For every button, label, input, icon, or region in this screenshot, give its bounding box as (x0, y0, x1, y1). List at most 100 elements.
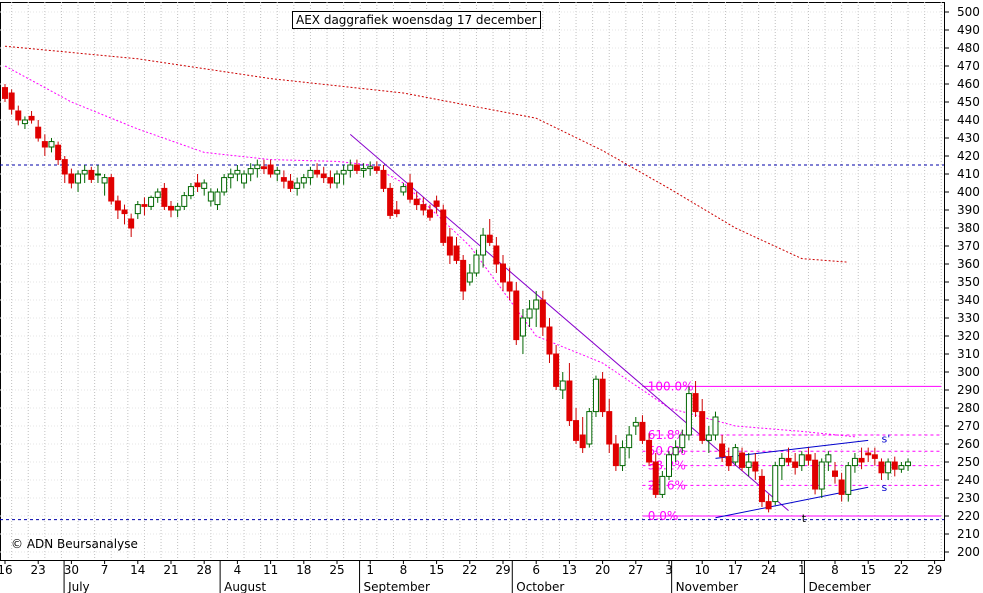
x-tick-label: 20 (595, 563, 610, 577)
candle (8, 89, 15, 115)
candle-body (739, 452, 746, 468)
candle (426, 204, 433, 221)
candle (187, 183, 194, 200)
candle-body (553, 353, 560, 387)
candle-body (891, 461, 898, 470)
x-tick-label: 8 (400, 563, 408, 577)
candle (672, 440, 679, 462)
candle-body (812, 459, 819, 490)
candle (154, 188, 161, 203)
x-tick-label: 27 (628, 563, 643, 577)
candle (825, 451, 832, 471)
candle (871, 447, 878, 466)
candle (2, 84, 8, 102)
candle-body (187, 186, 194, 197)
candle (327, 170, 334, 189)
candle-body (134, 204, 141, 215)
candle (466, 264, 473, 286)
candle-body (433, 200, 440, 207)
candle (15, 105, 22, 126)
candle (533, 291, 540, 327)
candle (181, 192, 188, 210)
candle (460, 255, 467, 300)
candle (287, 174, 294, 192)
candle (685, 386, 692, 441)
trendline (349, 134, 789, 511)
candle-body (28, 115, 35, 121)
candle-body (905, 461, 912, 467)
candle-body (845, 465, 852, 495)
candle (579, 417, 586, 453)
candle-body (466, 272, 473, 283)
y-tick-label: 320 (957, 329, 980, 343)
candle-body (254, 164, 261, 170)
candle-body (148, 196, 155, 207)
candle (81, 165, 88, 183)
y-tick-label: 300 (957, 365, 980, 379)
candle (712, 411, 719, 441)
candle-body (194, 182, 201, 188)
candle (500, 255, 506, 291)
y-tick-label: 240 (957, 473, 980, 487)
candle (88, 166, 95, 183)
x-tick-label: 21 (163, 563, 178, 577)
candle (194, 174, 201, 192)
candle-body (48, 141, 55, 148)
candle-body (612, 443, 619, 467)
moving-average-line (4, 45, 849, 263)
x-tick-label: 15 (429, 563, 444, 577)
y-tick-label: 380 (957, 221, 980, 235)
candle (885, 458, 892, 480)
moving-average-line (4, 65, 855, 438)
candle-body (825, 454, 832, 463)
candle (400, 183, 407, 196)
candle-body (260, 166, 267, 170)
candle-body (719, 443, 726, 458)
candle-body (473, 254, 480, 274)
candle-body (287, 180, 294, 189)
candle-body (241, 173, 248, 184)
candle (898, 462, 905, 473)
candle (798, 451, 805, 471)
candle (812, 453, 819, 495)
trendline-marker: s' (881, 433, 890, 446)
candle-body (659, 475, 666, 495)
candle-body (426, 209, 433, 218)
y-tick-label: 220 (957, 509, 980, 523)
candle (679, 429, 686, 453)
candle-body (586, 411, 593, 445)
candle (453, 237, 460, 264)
candle-body (141, 204, 148, 207)
candle (134, 201, 141, 219)
candle-body (798, 454, 805, 467)
candle (347, 159, 354, 178)
y-tick-label: 270 (957, 419, 980, 433)
candle-body (559, 380, 566, 391)
candle-body (785, 457, 792, 463)
trendline-marker: s (881, 481, 887, 494)
candle-body (55, 144, 62, 161)
candle-body (745, 461, 752, 468)
candle-body (314, 169, 321, 175)
candle-body (453, 245, 460, 261)
candle-body (101, 177, 108, 184)
candle (148, 195, 155, 210)
candle (141, 197, 148, 216)
candle-body (8, 92, 15, 110)
fibonacci-label: 100.0% (648, 379, 694, 393)
candle (652, 453, 659, 498)
candle-body (758, 475, 765, 503)
candle-body (15, 110, 22, 121)
candle (114, 195, 121, 219)
candle (68, 168, 75, 189)
candle-body (539, 299, 546, 328)
candle (247, 163, 254, 182)
candle-body (805, 454, 812, 461)
candle-body (838, 479, 845, 495)
candle-body (320, 173, 327, 179)
candle-body (380, 169, 387, 189)
candle-body (267, 164, 274, 175)
y-tick-label: 350 (957, 275, 980, 289)
candle-body (592, 378, 599, 413)
candle-body (493, 245, 500, 265)
